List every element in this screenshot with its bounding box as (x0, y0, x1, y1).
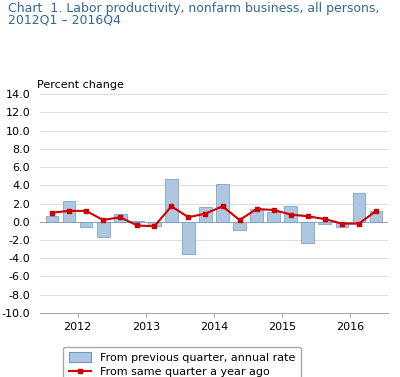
Bar (80, 222, 92, 227)
Bar (353, 193, 365, 222)
Bar (250, 209, 263, 222)
Bar (199, 207, 212, 222)
Bar (97, 222, 110, 237)
Bar (336, 222, 348, 227)
Text: 2012Q1 – 2016Q4: 2012Q1 – 2016Q4 (8, 13, 121, 26)
Bar (131, 221, 144, 222)
Bar (284, 206, 297, 222)
Bar (233, 222, 246, 230)
Bar (370, 211, 382, 222)
Text: Percent change: Percent change (36, 80, 123, 90)
Bar (182, 222, 195, 254)
Bar (216, 184, 229, 222)
Bar (302, 222, 314, 243)
Bar (165, 179, 178, 222)
Bar (114, 214, 126, 222)
Bar (46, 216, 58, 222)
Bar (267, 212, 280, 222)
Bar (63, 201, 75, 222)
Bar (148, 222, 161, 226)
Legend: From previous quarter, annual rate, From same quarter a year ago: From previous quarter, annual rate, From… (63, 347, 300, 377)
Text: Chart  1. Labor productivity, nonfarm business, all persons,: Chart 1. Labor productivity, nonfarm bus… (8, 2, 379, 15)
Bar (318, 222, 331, 224)
